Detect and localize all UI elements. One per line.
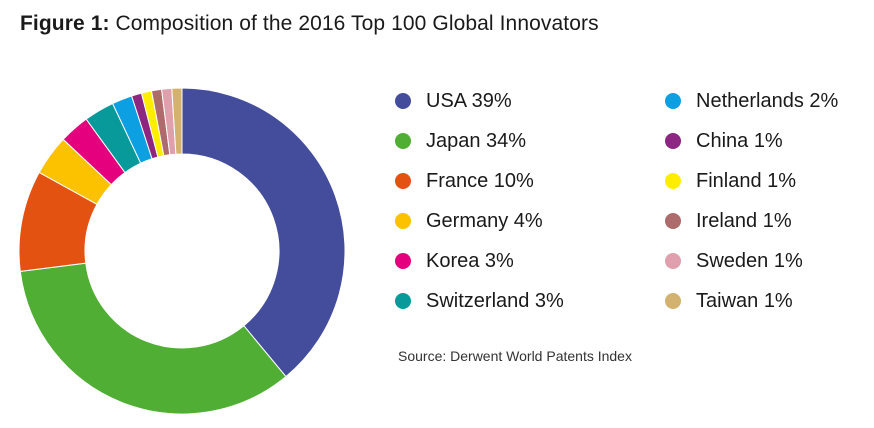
legend-swatch-switzerland xyxy=(395,293,411,309)
legend-swatch-netherlands xyxy=(665,93,681,109)
legend-label-netherlands: Netherlands 2% xyxy=(696,89,839,112)
legend-item-france: France 10% xyxy=(395,166,534,196)
legend-label-korea: Korea 3% xyxy=(426,249,514,272)
legend-item-korea: Korea 3% xyxy=(395,246,514,276)
legend-label-ireland: Ireland 1% xyxy=(696,209,792,232)
legend-label-switzerland: Switzerland 3% xyxy=(426,289,564,312)
legend-swatch-china xyxy=(665,133,681,149)
slice-japan xyxy=(19,262,287,415)
legend-label-germany: Germany 4% xyxy=(426,209,543,232)
legend-label-france: France 10% xyxy=(426,169,534,192)
chart-legend: USA 39% Japan 34% France 10% Germany 4% Kore… xyxy=(395,86,865,316)
legend-label-china: China 1% xyxy=(696,129,783,152)
legend-item-usa: USA 39% xyxy=(395,86,512,116)
legend-swatch-usa xyxy=(395,93,411,109)
legend-swatch-germany xyxy=(395,213,411,229)
legend-item-ireland: Ireland 1% xyxy=(665,206,792,236)
slice-taiwan xyxy=(171,87,183,155)
legend-label-japan: Japan 34% xyxy=(426,129,527,152)
legend-swatch-korea xyxy=(395,253,411,269)
legend-swatch-japan xyxy=(395,133,411,149)
legend-swatch-taiwan xyxy=(665,293,681,309)
source-note: Source: Derwent World Patents Index xyxy=(398,348,632,364)
legend-label-usa: USA 39% xyxy=(426,89,512,112)
legend-swatch-finland xyxy=(665,173,681,189)
chart-title: Figure 1: Composition of the 2016 Top 10… xyxy=(20,12,599,36)
figure-label: Figure 1: xyxy=(20,12,110,35)
legend-item-switzerland: Switzerland 3% xyxy=(395,286,564,316)
legend-label-taiwan: Taiwan 1% xyxy=(696,289,793,312)
legend-item-sweden: Sweden 1% xyxy=(665,246,803,276)
donut-chart xyxy=(18,87,346,415)
legend-swatch-france xyxy=(395,173,411,189)
figure-title-text: Composition of the 2016 Top 100 Global I… xyxy=(115,12,599,35)
legend-label-sweden: Sweden 1% xyxy=(696,249,803,272)
legend-item-taiwan: Taiwan 1% xyxy=(665,286,793,316)
legend-swatch-sweden xyxy=(665,253,681,269)
legend-item-germany: Germany 4% xyxy=(395,206,543,236)
legend-item-finland: Finland 1% xyxy=(665,166,796,196)
legend-label-finland: Finland 1% xyxy=(696,169,797,192)
legend-swatch-ireland xyxy=(665,213,681,229)
slice-usa xyxy=(181,87,346,378)
legend-item-netherlands: Netherlands 2% xyxy=(665,86,838,116)
legend-item-china: China 1% xyxy=(665,126,783,156)
legend-item-japan: Japan 34% xyxy=(395,126,526,156)
